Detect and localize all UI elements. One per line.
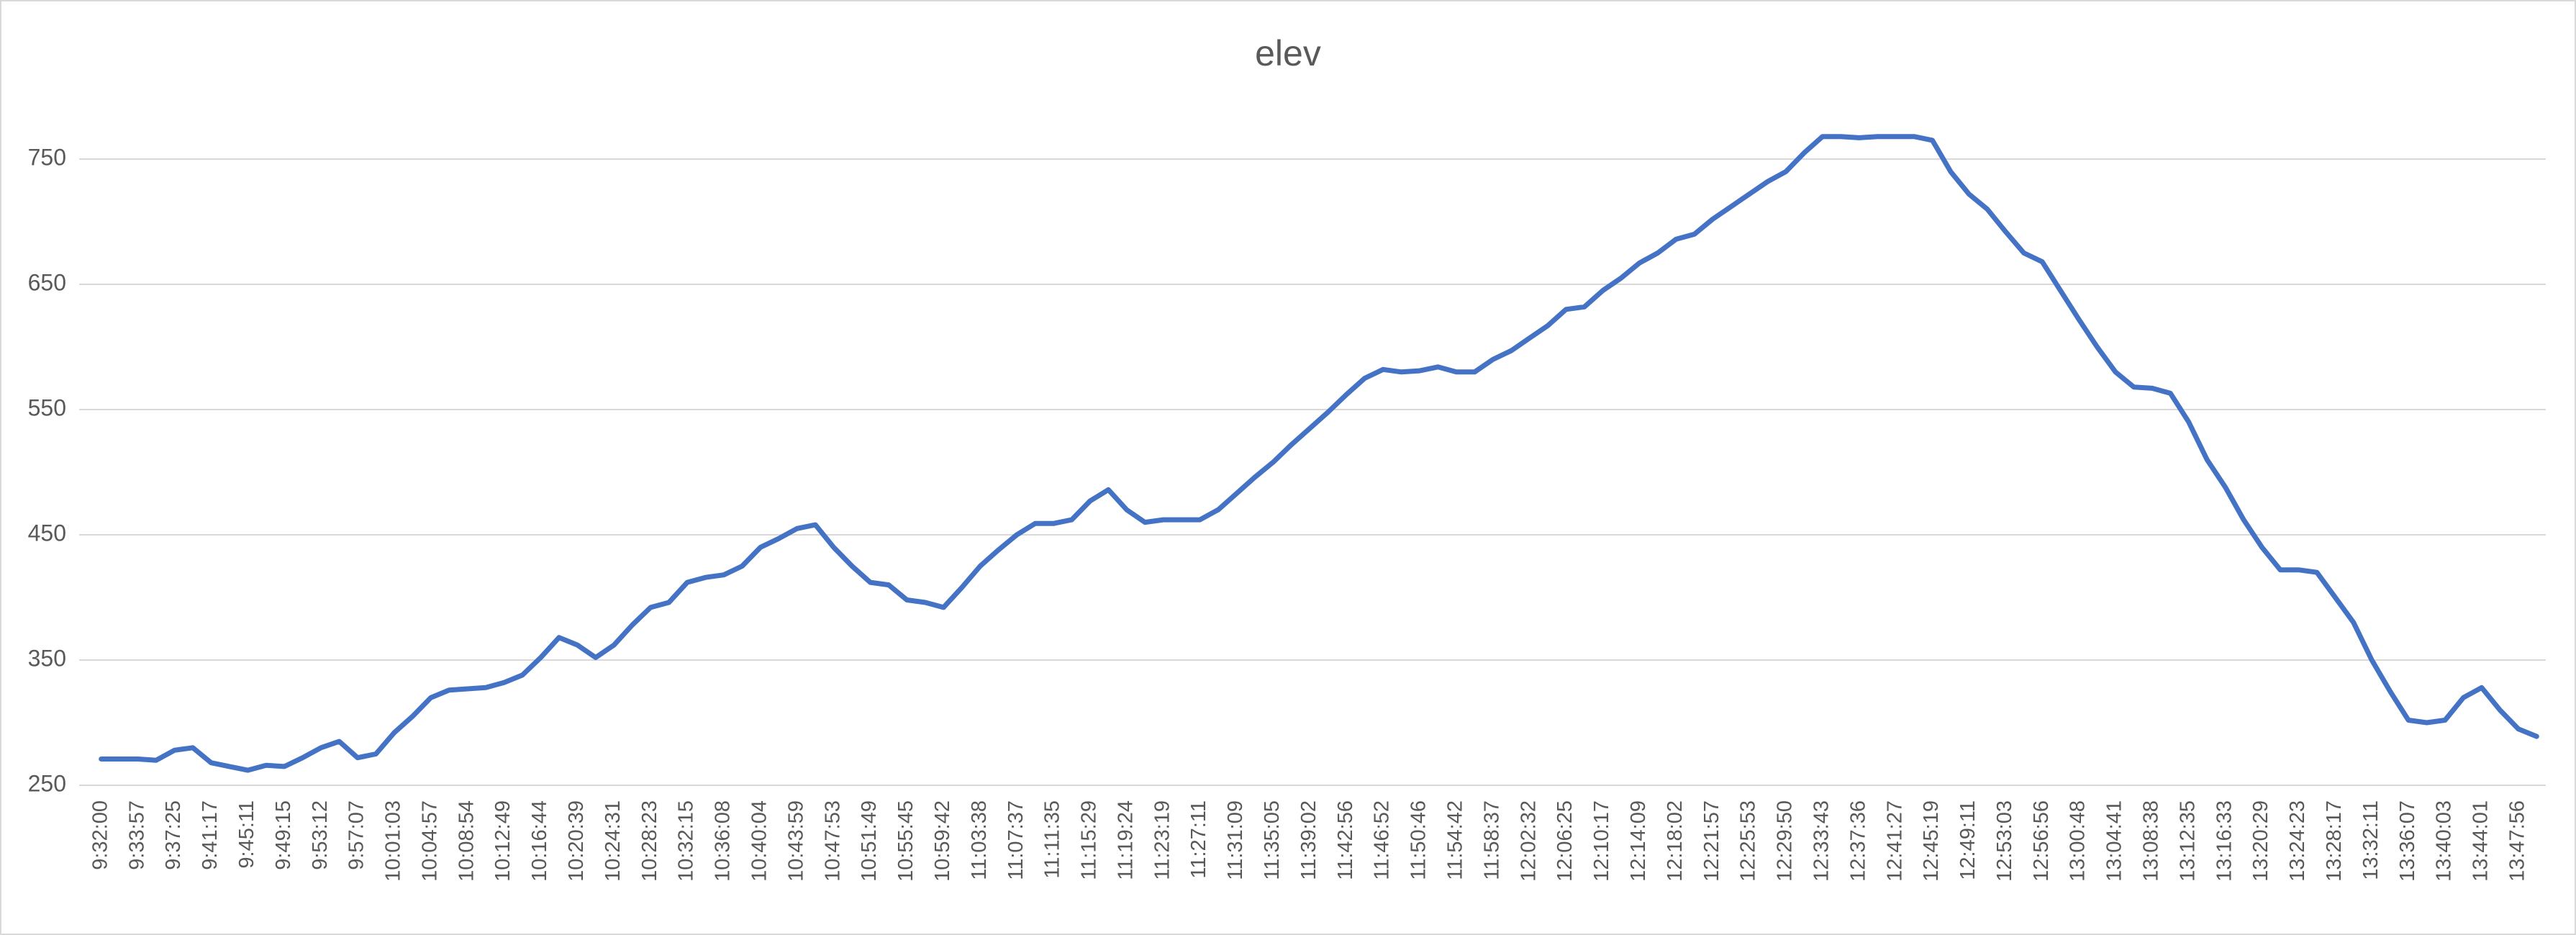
- x-tick-label: 10:28:23: [638, 800, 661, 882]
- x-tick-label: 13:12:35: [2176, 800, 2199, 882]
- chart-title: elev: [1255, 33, 1321, 73]
- x-tick-label: 11:35:05: [1261, 800, 1284, 880]
- x-tick-label: 13:40:03: [2433, 800, 2456, 882]
- y-tick-label: 550: [28, 394, 66, 420]
- x-tick-label: 12:53:03: [1993, 800, 2016, 882]
- x-tick-label: 11:27:11: [1187, 800, 1210, 879]
- x-tick-label: 10:47:53: [821, 800, 844, 882]
- x-tick-label: 10:04:57: [418, 800, 441, 882]
- x-tick-label: 12:45:19: [1920, 800, 1943, 882]
- x-tick-label: 12:18:02: [1664, 800, 1687, 882]
- x-tick-label: 10:24:31: [602, 800, 625, 882]
- y-tick-label: 750: [28, 144, 66, 170]
- x-tick-label: 10:36:08: [712, 800, 735, 882]
- x-tick-label: 11:39:02: [1297, 800, 1320, 880]
- x-tick-label: 11:46:52: [1371, 800, 1394, 880]
- x-tick-label: 13:28:17: [2323, 800, 2346, 882]
- x-tick-label: 13:16:33: [2213, 800, 2236, 882]
- x-tick-label: 11:15:29: [1078, 800, 1101, 880]
- x-tick-label: 9:37:25: [162, 800, 185, 870]
- x-tick-label: 13:24:23: [2286, 800, 2309, 882]
- x-tick-label: 12:33:43: [1810, 800, 1833, 882]
- x-tick-label: 13:08:38: [2140, 800, 2163, 882]
- x-tick-label: 10:01:03: [382, 800, 405, 882]
- x-tick-label: 9:33:57: [125, 800, 148, 870]
- x-tick-label: 12:49:11: [1956, 800, 1979, 880]
- x-tick-label: 11:54:42: [1444, 800, 1467, 880]
- x-tick-label: 10:43:59: [784, 800, 807, 882]
- x-tick-label: 13:44:01: [2470, 800, 2493, 882]
- x-tick-label: 11:58:37: [1480, 800, 1503, 880]
- x-tick-label: 11:03:38: [968, 800, 991, 880]
- x-tick-label: 11:31:09: [1224, 800, 1247, 880]
- x-tick-label: 11:11:35: [1041, 800, 1064, 879]
- x-tick-label: 12:21:57: [1700, 800, 1723, 882]
- x-tick-label: 12:37:36: [1846, 800, 1869, 882]
- x-tick-label: 10:16:44: [528, 800, 551, 882]
- x-tick-label: 13:36:07: [2396, 800, 2419, 882]
- x-tick-label: 13:00:48: [2067, 800, 2090, 882]
- x-tick-label: 10:20:39: [565, 800, 588, 882]
- x-tick-label: 11:42:56: [1334, 800, 1357, 880]
- x-tick-label: 11:50:46: [1407, 800, 1430, 880]
- x-tick-label: 11:23:19: [1151, 800, 1174, 880]
- x-tick-label: 9:57:07: [345, 800, 368, 870]
- x-tick-label: 12:14:09: [1627, 800, 1650, 882]
- y-tick-label: 450: [28, 520, 66, 546]
- x-tick-label: 9:49:15: [272, 800, 295, 870]
- x-tick-label: 10:32:15: [675, 800, 698, 882]
- x-tick-label: 12:29:50: [1774, 800, 1797, 882]
- x-tick-label: 12:56:56: [2030, 800, 2053, 882]
- x-tick-label: 10:40:04: [748, 800, 771, 882]
- x-tick-label: 13:20:29: [2249, 800, 2272, 882]
- y-tick-label: 650: [28, 269, 66, 295]
- data-line: [99, 134, 2539, 773]
- x-tick-label: 10:12:49: [491, 800, 514, 882]
- y-tick-label: 350: [28, 645, 66, 671]
- x-tick-label: 10:51:49: [858, 800, 881, 882]
- y-tick-label: 250: [28, 770, 66, 796]
- x-tick-label: 13:04:41: [2103, 800, 2126, 882]
- x-tick-label: 12:25:53: [1737, 800, 1760, 882]
- x-tick-label: 11:07:37: [1004, 800, 1028, 880]
- x-tick-label: 12:10:17: [1590, 800, 1613, 882]
- x-tick-label: 9:32:00: [89, 800, 112, 870]
- x-tick-label: 10:08:54: [455, 800, 478, 882]
- x-tick-label: 12:41:27: [1883, 800, 1906, 882]
- x-tick-label: 12:02:32: [1517, 800, 1540, 882]
- x-tick-label: 11:19:24: [1114, 800, 1137, 880]
- x-tick-label: 10:59:42: [931, 800, 954, 882]
- x-tick-label: 10:55:45: [894, 800, 917, 882]
- x-tick-label: 9:41:17: [199, 800, 222, 870]
- x-tick-label: 9:45:11: [235, 800, 258, 869]
- x-tick-label: 12:06:25: [1554, 800, 1577, 882]
- x-tick-label: 9:53:12: [309, 800, 332, 870]
- x-tick-label: 13:47:56: [2505, 800, 2529, 882]
- x-tick-label: 13:32:11: [2359, 800, 2382, 880]
